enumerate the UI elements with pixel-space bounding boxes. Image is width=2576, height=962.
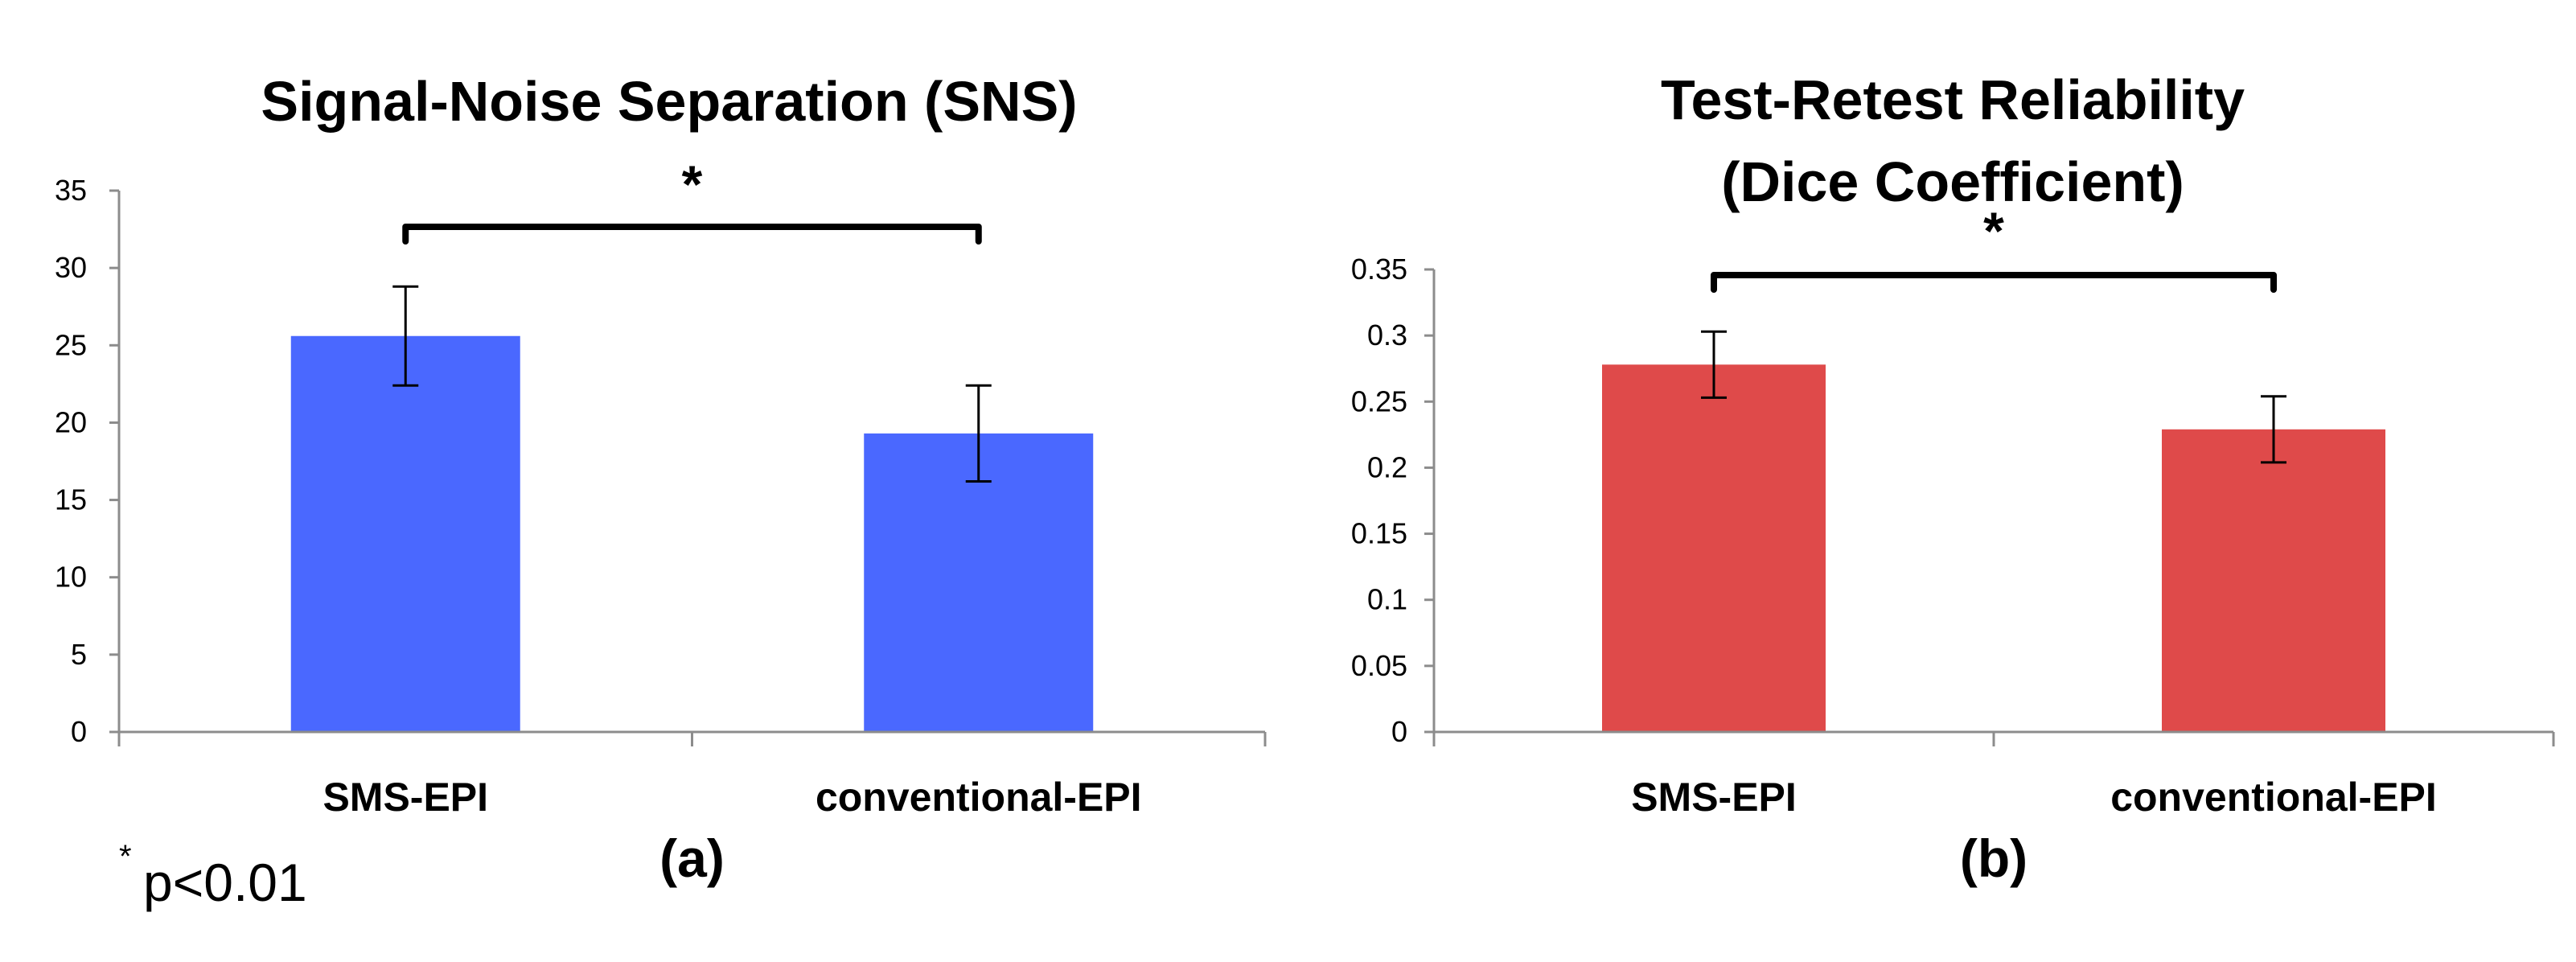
chart-1-ytick-label-6: 0.3: [1367, 319, 1407, 352]
chart-1-panel-label: (b): [1960, 828, 2028, 888]
chart-1-category-label-1: conventional-EPI: [2110, 775, 2437, 820]
chart-0-ytick-label-7: 35: [55, 174, 87, 207]
chart-0-panel-label: (a): [659, 828, 725, 888]
chart-0-ytick-label-5: 25: [55, 328, 87, 361]
chart-1-ytick-label-5: 0.25: [1351, 384, 1407, 417]
chart-1-ytick-label-0: 0: [1391, 715, 1407, 748]
chart-0-title-line-0: Signal-Noise Separation (SNS): [261, 70, 1077, 133]
chart-0-bar-1: [864, 433, 1094, 732]
chart-0-bar-0: [290, 335, 520, 732]
chart-1-ytick-label-1: 0.05: [1351, 649, 1407, 682]
chart-0-ytick-label-2: 10: [55, 561, 87, 594]
chart-1-ytick-label-2: 0.1: [1367, 583, 1407, 616]
chart-1-category-label-0: SMS-EPI: [1631, 775, 1797, 820]
footnote-symbol: *: [119, 839, 132, 874]
chart-1-title-line-0: Test-Retest Reliability: [1661, 68, 2245, 131]
chart-0-ytick-label-6: 30: [55, 251, 87, 284]
chart-0-category-label-1: conventional-EPI: [816, 775, 1142, 820]
chart-1-ytick-label-4: 0.2: [1367, 450, 1407, 483]
chart-1-ytick-label-3: 0.15: [1351, 517, 1407, 550]
chart-0-significance-star: *: [682, 154, 703, 214]
chart-0-ytick-label-1: 5: [71, 638, 87, 671]
chart-1-title-line-1: (Dice Coefficient): [1721, 150, 2184, 213]
chart-0-ytick-label-0: 0: [71, 715, 87, 748]
chart-0-ytick-label-3: 15: [55, 483, 87, 516]
chart-0-significance-bracket: [402, 224, 982, 245]
chart-sns: Signal-Noise Separation (SNS) 0 5 10 15 20 25 3…: [55, 70, 1267, 888]
chart-0-category-label-0: SMS-EPI: [323, 775, 488, 820]
chart-1-significance-star: *: [1983, 201, 2004, 261]
chart-1-bar-0: [1602, 364, 1826, 732]
chart-1-ytick-label-7: 0.35: [1351, 253, 1407, 286]
chart-1-significance-bracket: [1711, 272, 2277, 293]
chart-1-bar-1: [2162, 429, 2385, 732]
chart-dice: Test-Retest Reliability (Dice Coefficient…: [1351, 68, 2555, 888]
chart-0-ytick-label-4: 20: [55, 405, 87, 438]
footnote-text: p<0.01: [143, 853, 307, 912]
